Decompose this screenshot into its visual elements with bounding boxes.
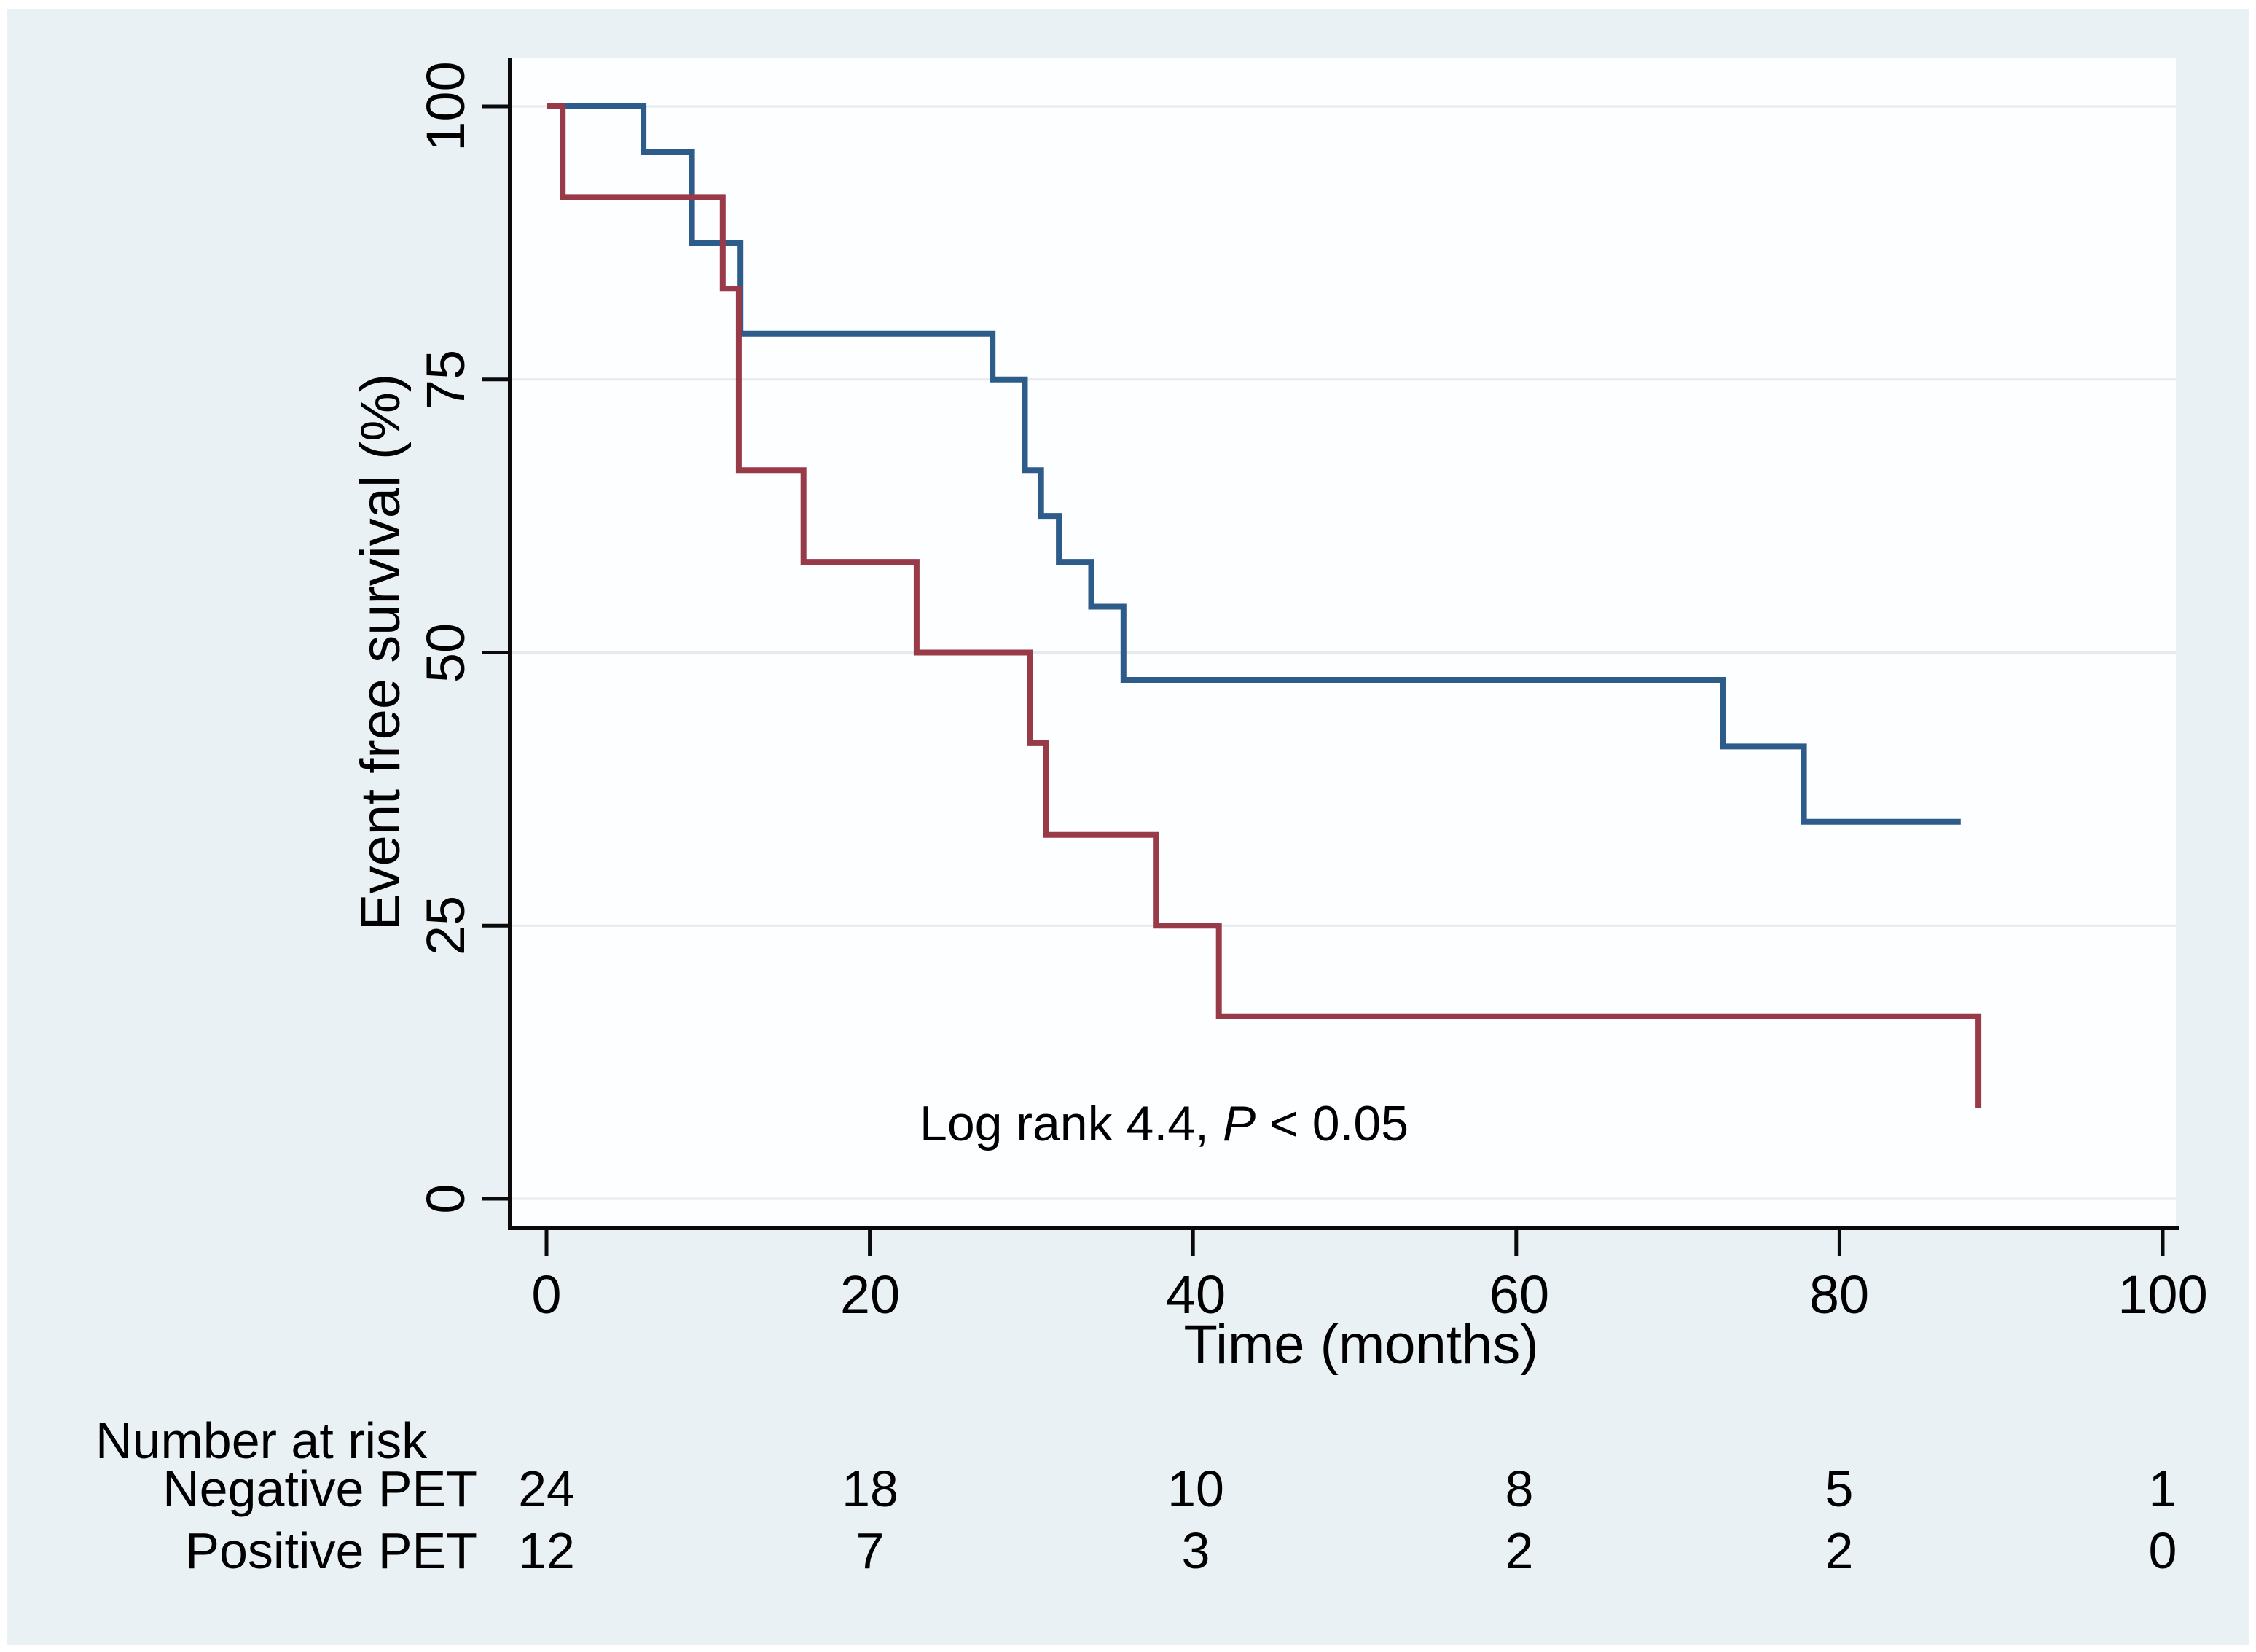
x-tick-label-20: 20 bbox=[839, 1264, 901, 1325]
log-rank-text: Log rank 4.4, bbox=[920, 1096, 1223, 1151]
x-tick-label-60: 60 bbox=[1489, 1264, 1550, 1325]
at-risk-count: 24 bbox=[518, 1460, 575, 1517]
y-axis-title: Event free survival (%) bbox=[350, 373, 412, 931]
series-curve-negative-pet bbox=[547, 103, 1961, 825]
at-risk-count: 12 bbox=[518, 1522, 575, 1579]
at-risk-count: 18 bbox=[842, 1460, 898, 1517]
x-tick-label-0: 0 bbox=[531, 1264, 562, 1325]
at-risk-count: 10 bbox=[1167, 1460, 1224, 1517]
y-tick-label-75: 75 bbox=[415, 349, 476, 410]
at-risk-row-label-positive-pet: Positive PET bbox=[185, 1522, 477, 1579]
plot-area bbox=[510, 58, 2176, 1228]
x-tick-label-40: 40 bbox=[1165, 1264, 1226, 1325]
at-risk-count: 5 bbox=[1825, 1460, 1854, 1517]
at-risk-count: 3 bbox=[1181, 1522, 1210, 1579]
y-tick-label-25: 25 bbox=[415, 895, 476, 956]
at-risk-count: 2 bbox=[1825, 1522, 1854, 1579]
x-tick-label-100: 100 bbox=[2118, 1264, 2208, 1325]
at-risk-count: 7 bbox=[855, 1522, 885, 1579]
at-risk-count: 2 bbox=[1505, 1522, 1534, 1579]
at-risk-count: 0 bbox=[2148, 1522, 2177, 1579]
x-axis-title: Time (months) bbox=[1183, 1314, 1539, 1376]
series-curve-positive-pet bbox=[547, 103, 1982, 1108]
at-risk-row-label-negative-pet: Negative PET bbox=[162, 1460, 477, 1517]
y-tick-label-0: 0 bbox=[415, 1183, 476, 1214]
x-tick-label-80: 80 bbox=[1809, 1264, 1870, 1325]
y-tick-label-100: 100 bbox=[415, 61, 476, 152]
at-risk-count: 8 bbox=[1505, 1460, 1534, 1517]
y-tick-label-50: 50 bbox=[415, 622, 476, 684]
at-risk-title: Number at risk bbox=[95, 1412, 428, 1469]
at-risk-count: 1 bbox=[2148, 1460, 2177, 1517]
p-symbol: P bbox=[1222, 1096, 1256, 1151]
p-value-text: < 0.05 bbox=[1256, 1096, 1409, 1151]
log-rank-annotation: Log rank 4.4, P < 0.05 bbox=[920, 1095, 1409, 1153]
